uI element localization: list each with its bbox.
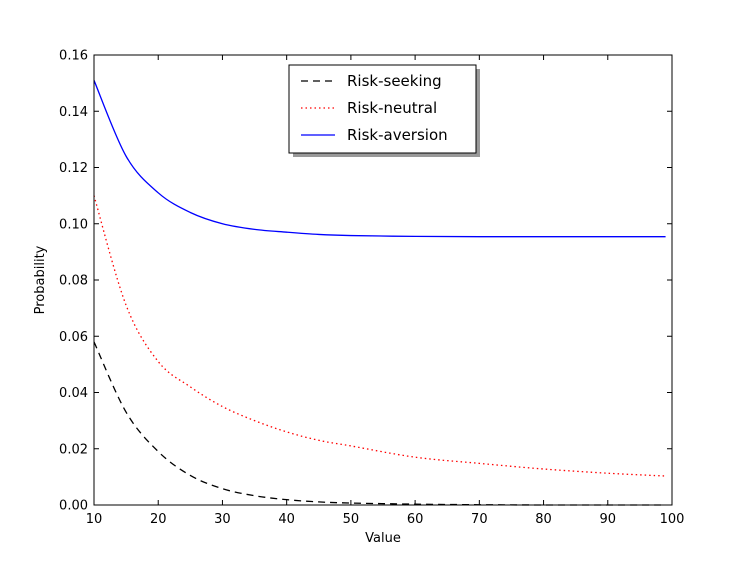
y-tick-label: 0.06 xyxy=(59,330,88,345)
x-tick-label: 30 xyxy=(214,512,231,527)
series-line-risk-seeking xyxy=(93,341,666,506)
legend-label: Risk-neutral xyxy=(347,99,437,117)
x-axis: 10 20 30 40 50 60 70 80 90 100 xyxy=(86,55,685,527)
x-tick-label: 10 xyxy=(86,512,103,527)
y-axis-label: Probability xyxy=(33,245,48,314)
y-tick-label: 0.14 xyxy=(59,105,88,120)
y-tick-label: 0.04 xyxy=(59,386,88,401)
legend-box xyxy=(288,64,477,154)
y-axis: 0.00 0.02 0.04 0.06 0.08 0.10 0.12 0.14 0.16 xyxy=(59,49,672,514)
x-tick-label: 70 xyxy=(471,512,488,527)
y-tick-label: 0.12 xyxy=(59,161,88,176)
y-tick-label: 0.10 xyxy=(59,217,88,232)
y-tick-label: 0.16 xyxy=(59,49,88,64)
legend-label: Risk-aversion xyxy=(347,126,448,144)
y-tick-label: 0.00 xyxy=(59,499,88,514)
series-line-risk-neutral xyxy=(93,195,666,477)
y-tick-label: 0.02 xyxy=(59,442,88,457)
x-tick-label: 50 xyxy=(343,512,360,527)
x-axis-label: Value xyxy=(365,531,401,546)
x-tick-label: 20 xyxy=(150,512,167,527)
x-tick-label: 100 xyxy=(660,512,685,527)
series-line-risk-aversion xyxy=(93,80,666,238)
legend-label: Risk-seeking xyxy=(347,72,442,90)
x-tick-label: 80 xyxy=(535,512,552,527)
x-tick-label: 40 xyxy=(278,512,295,527)
y-tick-label: 0.08 xyxy=(59,274,88,289)
x-tick-label: 60 xyxy=(407,512,424,527)
legend: Risk-seeking Risk-neutral Risk-aversion xyxy=(288,64,480,157)
x-tick-label: 90 xyxy=(600,512,617,527)
